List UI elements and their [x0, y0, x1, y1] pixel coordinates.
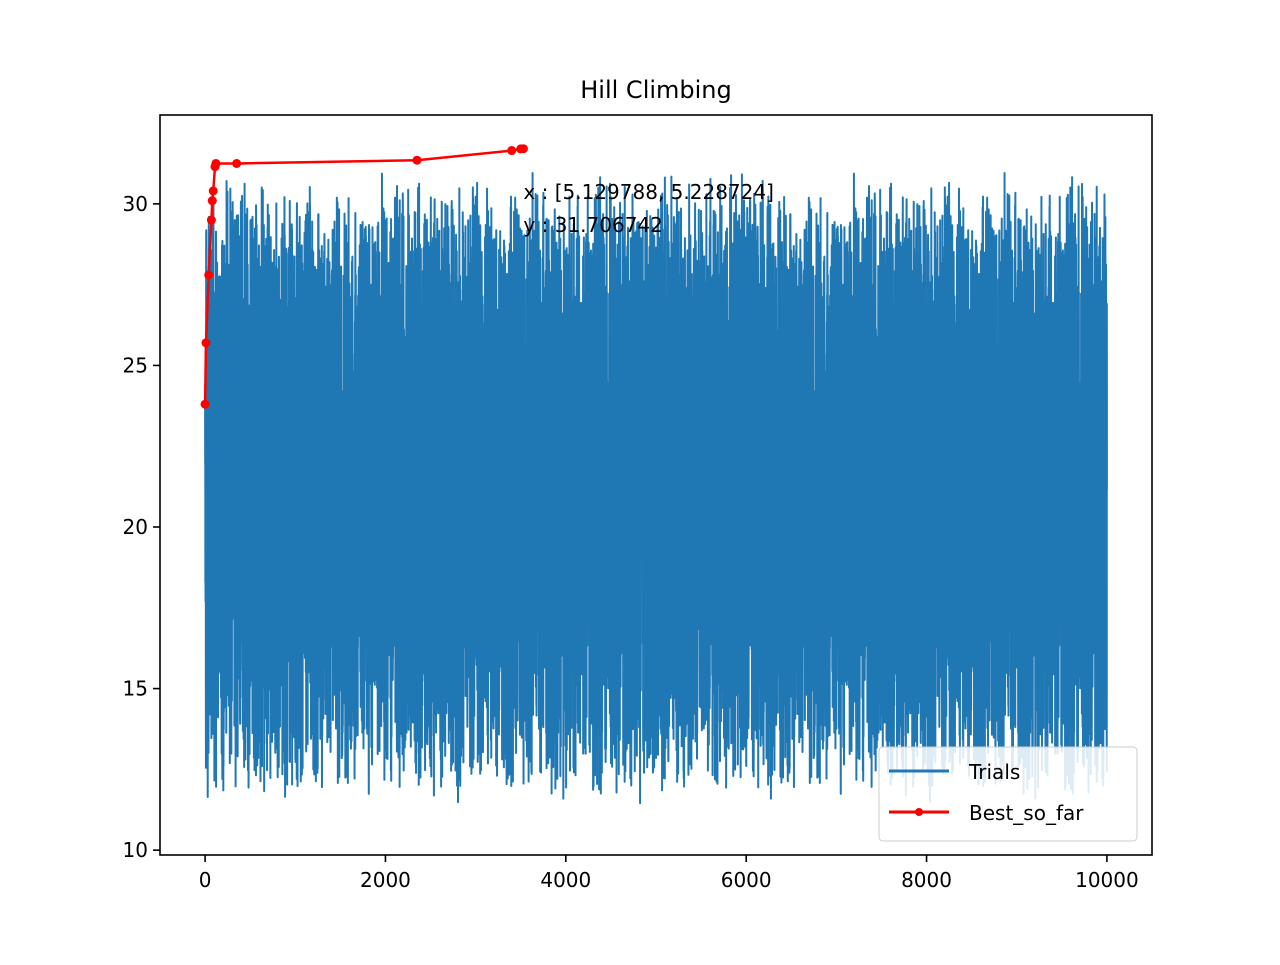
best-so-far-point: [208, 196, 217, 205]
annotation-x-text: x : [5.129788, 5.228724]: [523, 180, 773, 204]
best-so-far-point: [201, 338, 210, 347]
x-tick-label: 6000: [721, 868, 772, 892]
best-so-far-point: [207, 216, 216, 225]
y-tick-label: 20: [123, 515, 148, 539]
best-so-far-point: [204, 270, 213, 279]
y-tick-label: 25: [123, 353, 148, 377]
legend-best-marker: [915, 808, 923, 816]
best-so-far-point: [519, 144, 528, 153]
legend: Trials Best_so_far: [879, 747, 1137, 841]
y-tick-label: 10: [123, 838, 148, 862]
x-tick-label: 10000: [1075, 868, 1139, 892]
best-so-far-point: [209, 186, 218, 195]
x-tick-label: 4000: [540, 868, 591, 892]
x-tick-label: 8000: [901, 868, 952, 892]
chart-title: Hill Climbing: [580, 76, 732, 104]
annotation-y-text: y : 31.706742: [523, 213, 662, 237]
x-tick-label: 2000: [360, 868, 411, 892]
legend-best-label: Best_so_far: [969, 801, 1084, 825]
legend-trials-label: Trials: [968, 760, 1020, 784]
x-tick-label: 0: [199, 868, 212, 892]
best-so-far-point: [413, 156, 422, 165]
y-tick-label: 15: [123, 677, 148, 701]
best-so-far-point: [201, 400, 210, 409]
best-so-far-point: [232, 159, 241, 168]
best-so-far-point: [211, 159, 220, 168]
best-so-far-point: [507, 146, 516, 155]
y-tick-label: 30: [123, 192, 148, 216]
